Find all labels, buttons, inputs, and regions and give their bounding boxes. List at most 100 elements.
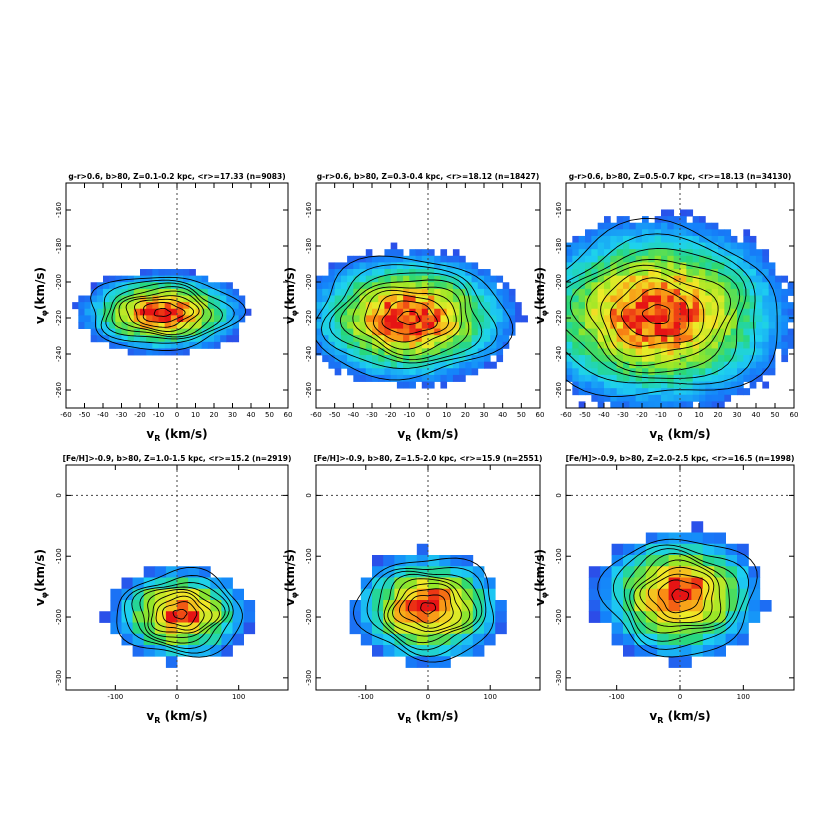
density-cell (585, 302, 592, 310)
density-cell (415, 315, 423, 323)
density-cell (768, 321, 776, 329)
density-cell (600, 577, 612, 590)
density-cell (691, 633, 704, 646)
density-cell (403, 368, 410, 376)
density-cell (572, 242, 580, 250)
density-cell (415, 275, 423, 283)
density-cell (328, 361, 336, 369)
density-cell (578, 308, 586, 316)
density-cell (645, 577, 658, 590)
contour-line (111, 286, 212, 338)
density-cell (566, 315, 573, 323)
density-cell (566, 368, 573, 376)
density-cell (416, 611, 429, 623)
y-tick-label: -300 (55, 670, 63, 686)
density-cell (611, 633, 624, 646)
density-cell (226, 282, 233, 290)
density-cell (232, 328, 240, 336)
density-cell (635, 295, 643, 303)
x-axis-label: vR (km/s) (397, 427, 458, 443)
x-tick-label: 0 (678, 693, 682, 701)
x-tick-label: 50 (265, 411, 274, 419)
density-cell (471, 275, 479, 283)
density-cell (654, 269, 662, 277)
density-cell (604, 308, 611, 316)
density-cell (749, 242, 757, 250)
density-cell (177, 321, 184, 329)
density-cell (428, 275, 435, 283)
density-cell (403, 275, 410, 283)
density-cell (692, 235, 700, 243)
density-cell (490, 335, 497, 343)
density-cell (496, 348, 504, 356)
density-cell (434, 348, 441, 356)
density-cell (459, 374, 466, 382)
density-cell (359, 341, 367, 349)
density-cell (452, 302, 460, 310)
density-cell (459, 321, 466, 329)
density-cell (440, 321, 448, 329)
density-cell (434, 308, 441, 316)
density-cell (372, 308, 379, 316)
density-cell (680, 242, 687, 250)
density-cell (334, 288, 342, 296)
density-cell (762, 275, 770, 283)
y-tick-label: -240 (55, 346, 63, 362)
density-cell (109, 295, 116, 303)
density-cell (133, 341, 141, 349)
density-cell (724, 282, 732, 290)
density-cell (496, 302, 504, 310)
density-cell (775, 302, 782, 310)
density-cell (604, 341, 611, 349)
density-cell (195, 335, 203, 343)
density-cell (365, 348, 373, 356)
density-cell (730, 269, 738, 277)
density-cell (604, 315, 611, 323)
density-cell (667, 275, 675, 283)
density-cell (403, 269, 410, 277)
density-cell (340, 288, 348, 296)
density-cell (394, 645, 406, 657)
density-cell (133, 308, 141, 316)
density-cell (724, 242, 732, 250)
density-cell (421, 341, 429, 349)
density-cell (183, 315, 190, 323)
density-cell (440, 315, 448, 323)
density-cell (127, 295, 135, 303)
x-tick-label: 0 (175, 693, 179, 701)
density-cell (616, 321, 624, 329)
density-cell (623, 341, 630, 349)
density-cell (183, 269, 190, 277)
density-cell (459, 328, 466, 336)
density-cell (629, 328, 637, 336)
density-cell (140, 269, 147, 277)
density-cell (461, 566, 474, 578)
y-tick-label: -200 (55, 609, 63, 625)
density-cell (96, 328, 104, 336)
density-cell (440, 381, 448, 389)
density-cell (115, 295, 122, 303)
density-cell (692, 275, 700, 283)
density-cell (210, 645, 222, 657)
density-cell (452, 295, 460, 303)
y-tick-label: -220 (305, 310, 313, 326)
density-cell (328, 302, 336, 310)
density-cell (183, 335, 190, 343)
density-cell (403, 262, 410, 270)
density-cell (648, 235, 656, 243)
density-cell (737, 288, 744, 296)
density-cell (415, 355, 423, 363)
density-cell (661, 255, 668, 263)
density-cell (714, 633, 726, 646)
density-cell (699, 401, 706, 408)
density-cell (743, 282, 751, 290)
density-cell (372, 335, 379, 343)
density-cell (578, 288, 586, 296)
contour-line (100, 279, 235, 344)
density-cell (604, 249, 611, 257)
density-cell (705, 302, 713, 310)
density-cell (686, 401, 694, 408)
density-cell (635, 348, 643, 356)
density-cell (634, 566, 647, 578)
density-cell (164, 282, 172, 290)
